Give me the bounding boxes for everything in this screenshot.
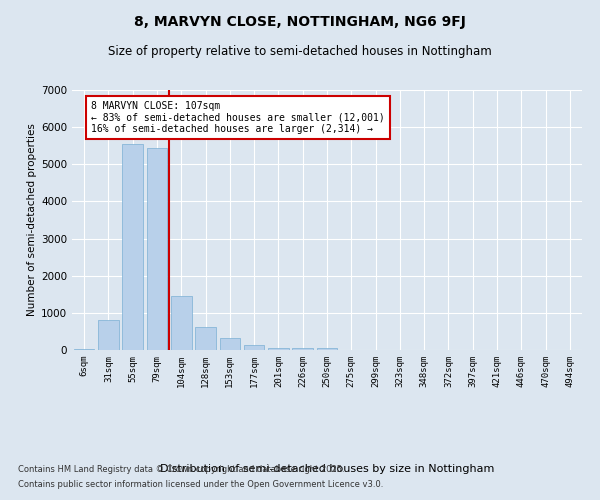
Bar <box>292 348 313 350</box>
Bar <box>195 327 216 350</box>
Text: Contains HM Land Registry data © Crown copyright and database right 2025.: Contains HM Land Registry data © Crown c… <box>18 465 344 474</box>
Text: 8, MARVYN CLOSE, NOTTINGHAM, NG6 9FJ: 8, MARVYN CLOSE, NOTTINGHAM, NG6 9FJ <box>134 15 466 29</box>
Y-axis label: Number of semi-detached properties: Number of semi-detached properties <box>27 124 37 316</box>
Bar <box>268 348 289 350</box>
Bar <box>244 345 265 350</box>
Bar <box>317 348 337 350</box>
Bar <box>171 296 191 350</box>
Text: Contains public sector information licensed under the Open Government Licence v3: Contains public sector information licen… <box>18 480 383 489</box>
Text: 8 MARVYN CLOSE: 107sqm
← 83% of semi-detached houses are smaller (12,001)
16% of: 8 MARVYN CLOSE: 107sqm ← 83% of semi-det… <box>91 101 385 134</box>
X-axis label: Distribution of semi-detached houses by size in Nottingham: Distribution of semi-detached houses by … <box>160 464 494 473</box>
Text: Size of property relative to semi-detached houses in Nottingham: Size of property relative to semi-detach… <box>108 45 492 58</box>
Bar <box>146 148 167 350</box>
Bar <box>122 144 143 350</box>
Bar <box>220 338 240 350</box>
Bar <box>98 320 119 350</box>
